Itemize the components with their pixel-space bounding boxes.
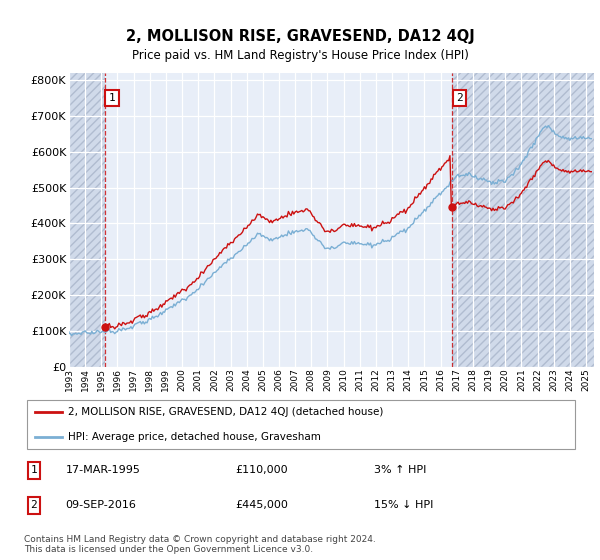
Bar: [69, 73, 104, 367]
Text: £110,000: £110,000: [235, 465, 287, 475]
Text: 1: 1: [109, 93, 116, 103]
Text: 09-SEP-2016: 09-SEP-2016: [65, 501, 137, 510]
Text: 2, MOLLISON RISE, GRAVESEND, DA12 4QJ (detached house): 2, MOLLISON RISE, GRAVESEND, DA12 4QJ (d…: [68, 408, 384, 418]
Text: Price paid vs. HM Land Registry's House Price Index (HPI): Price paid vs. HM Land Registry's House …: [131, 49, 469, 63]
Text: 1: 1: [31, 465, 37, 475]
FancyBboxPatch shape: [27, 400, 575, 449]
Text: 2: 2: [456, 93, 463, 103]
Text: 2: 2: [31, 501, 37, 510]
Text: 2, MOLLISON RISE, GRAVESEND, DA12 4QJ: 2, MOLLISON RISE, GRAVESEND, DA12 4QJ: [125, 29, 475, 44]
Text: £445,000: £445,000: [235, 501, 288, 510]
Text: 15% ↓ HPI: 15% ↓ HPI: [374, 501, 433, 510]
Bar: [452, 73, 594, 367]
Text: HPI: Average price, detached house, Gravesham: HPI: Average price, detached house, Grav…: [68, 432, 321, 442]
Text: Contains HM Land Registry data © Crown copyright and database right 2024.
This d: Contains HM Land Registry data © Crown c…: [24, 535, 376, 554]
Text: 3% ↑ HPI: 3% ↑ HPI: [374, 465, 426, 475]
Text: 17-MAR-1995: 17-MAR-1995: [65, 465, 140, 475]
